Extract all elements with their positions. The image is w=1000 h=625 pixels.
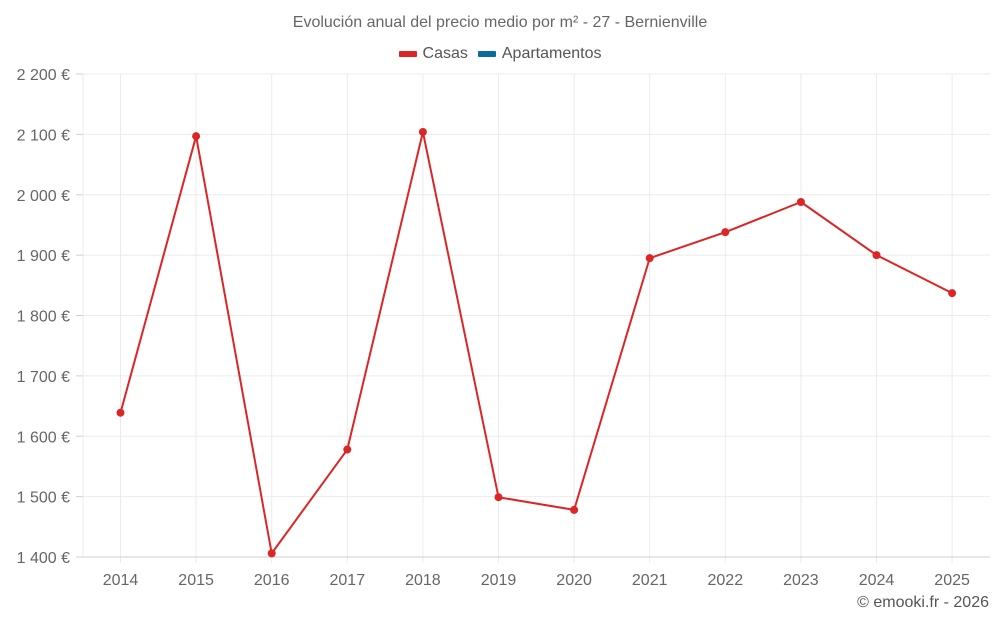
data-point[interactable]	[570, 505, 579, 514]
y-tick-label: 1 700 €	[17, 369, 70, 386]
data-point[interactable]	[192, 132, 201, 141]
y-tick-label: 1 500 €	[17, 490, 70, 507]
y-tick-label: 2 000 €	[17, 188, 70, 205]
x-tick-label: 2023	[783, 572, 819, 589]
data-point[interactable]	[494, 493, 503, 502]
y-tick-label: 1 400 €	[17, 550, 70, 567]
data-point[interactable]	[872, 251, 881, 260]
data-point[interactable]	[645, 254, 654, 263]
chart-title: Evolución anual del precio medio por m² …	[292, 14, 708, 31]
data-point[interactable]	[418, 127, 427, 136]
x-tick-label: 2018	[405, 572, 441, 589]
x-tick-label: 2020	[556, 572, 592, 589]
x-tick-label: 2015	[178, 572, 214, 589]
casas-swatch-icon	[398, 51, 417, 57]
legend-label: Casas	[422, 45, 468, 62]
apartamentos-swatch-icon	[477, 51, 496, 57]
legend: Casas Apartamentos	[0, 45, 1000, 63]
x-tick-label: 2021	[632, 572, 668, 589]
legend-item-apartamentos[interactable]: Apartamentos	[477, 45, 602, 63]
data-point[interactable]	[343, 445, 352, 454]
y-tick-label: 2 200 €	[17, 67, 70, 84]
data-point[interactable]	[796, 197, 805, 206]
series-line-casas	[119, 130, 953, 555]
data-point[interactable]	[721, 228, 730, 237]
legend-item-casas[interactable]: Casas	[398, 45, 468, 63]
x-tick-label: 2017	[330, 572, 366, 589]
legend-label: Apartamentos	[501, 45, 602, 62]
y-tick-label: 1 800 €	[17, 309, 70, 326]
credit-text: © emooki.fr - 2026	[857, 594, 989, 611]
x-tick-label: 2022	[708, 572, 744, 589]
data-point[interactable]	[116, 408, 125, 417]
x-tick-label: 2016	[254, 572, 290, 589]
x-tick-label: 2019	[481, 572, 517, 589]
x-tick-label: 2014	[103, 572, 139, 589]
x-tick-label: 2025	[934, 572, 970, 589]
x-tick-label: 2024	[859, 572, 895, 589]
y-tick-label: 1 600 €	[17, 429, 70, 446]
data-point[interactable]	[948, 289, 957, 298]
y-tick-label: 2 100 €	[17, 127, 70, 144]
y-tick-label: 1 900 €	[17, 248, 70, 265]
data-point[interactable]	[267, 549, 276, 558]
